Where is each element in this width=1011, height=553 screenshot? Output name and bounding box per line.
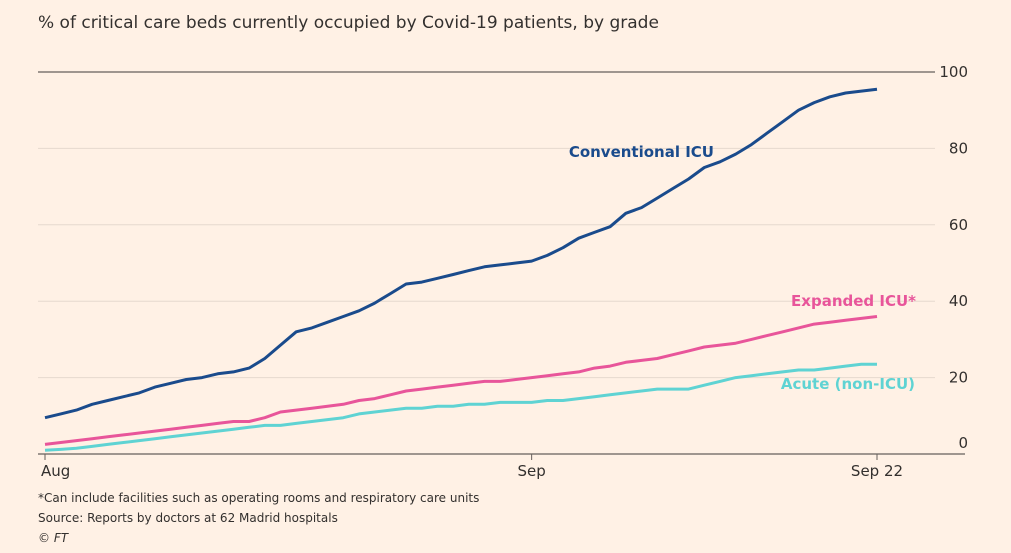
x-tick-label: Sep 22	[851, 462, 903, 480]
series-label: Acute (non-ICU)	[781, 375, 915, 393]
credit: © FT	[38, 531, 70, 545]
series-line	[44, 362, 877, 452]
x-tick-label: Aug	[41, 462, 70, 480]
source: Source: Reports by doctors at 62 Madrid …	[38, 511, 338, 525]
footnote: *Can include facilities such as operatin…	[38, 491, 479, 505]
chart-title: % of critical care beds currently occupi…	[38, 13, 659, 33]
series-label: Expanded ICU*	[791, 292, 916, 310]
y-tick-label: 100	[939, 63, 968, 81]
y-tick-label: 20	[949, 369, 968, 387]
y-tick-label: 80	[949, 139, 968, 157]
series-line	[44, 87, 878, 420]
y-tick-label: 60	[949, 216, 968, 234]
y-tick-label: 0	[958, 434, 968, 452]
series-label: Conventional ICU	[569, 143, 714, 161]
x-tick-label: Sep	[518, 462, 546, 480]
y-tick-label: 40	[949, 292, 968, 310]
series-line	[44, 315, 878, 446]
